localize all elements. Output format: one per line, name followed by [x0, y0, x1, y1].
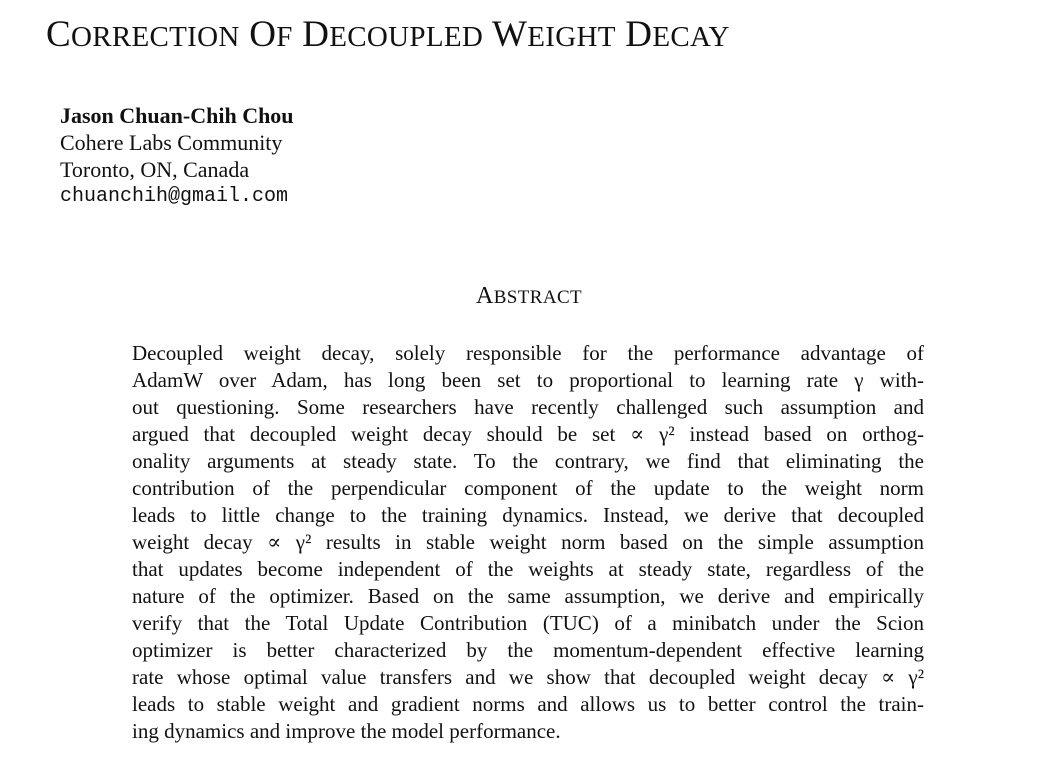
abstract-heading: ABSTRACT [475, 283, 583, 309]
abstract-line: leads to stable weight and gradient norm… [132, 692, 924, 716]
author-location: Toronto, ON, Canada [60, 157, 250, 182]
abstract-line: out questioning. Some researchers have r… [132, 395, 924, 419]
abstract-line: nature of the optimizer. Based on the sa… [132, 584, 924, 608]
abstract-line: contribution of the perpendicular compon… [132, 476, 924, 500]
author-affiliation: Cohere Labs Community [60, 130, 283, 155]
abstract-line: weight decay ∝ γ² results in stable weig… [132, 530, 924, 554]
author-name: Jason Chuan-Chih Chou [60, 103, 294, 128]
abstract-line: AdamW over Adam, has long been set to pr… [132, 368, 924, 392]
abstract-line: ing dynamics and improve the model perfo… [132, 719, 561, 743]
abstract-line: Decoupled weight decay, solely responsib… [132, 341, 924, 365]
abstract-line: verify that the Total Update Contributio… [132, 611, 924, 635]
abstract-line: leads to little change to the training d… [132, 503, 924, 527]
paper-title: CORRECTION OF DECOUPLED WEIGHT DECAY [46, 14, 730, 55]
abstract-line: optimizer is better characterized by the… [132, 638, 924, 662]
author-email[interactable]: chuanchih@gmail.com [60, 185, 289, 208]
abstract-line: rate whose optimal value transfers and w… [132, 665, 924, 689]
abstract-line: argued that decoupled weight decay shoul… [132, 422, 924, 446]
abstract-line: that updates become independent of the w… [132, 557, 924, 581]
abstract-body: Decoupled weight decay, solely responsib… [132, 340, 924, 745]
abstract-line: onality arguments at steady state. To th… [132, 449, 924, 473]
author-block: Jason Chuan-Chih Chou Cohere Labs Commun… [60, 102, 294, 211]
